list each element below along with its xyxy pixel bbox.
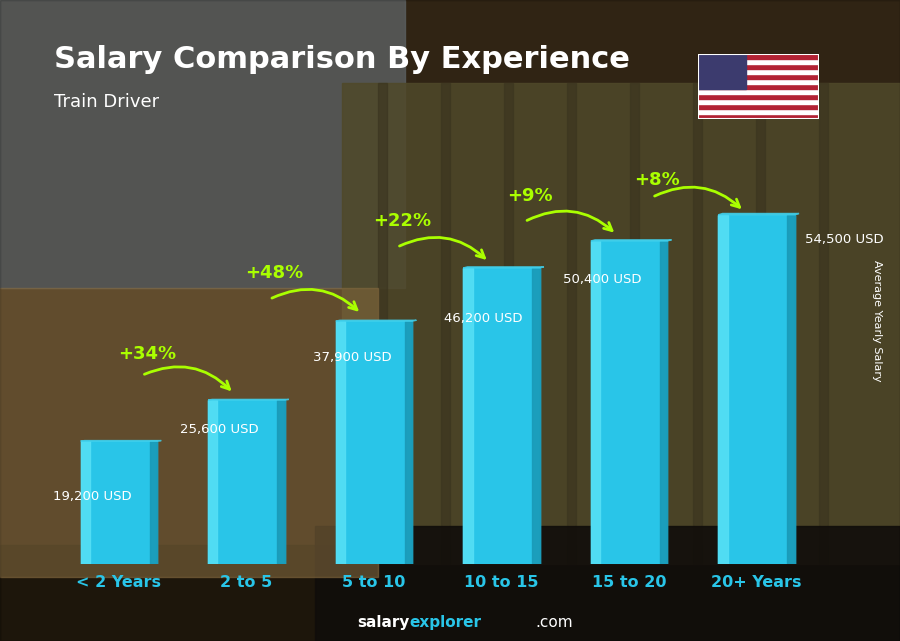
Bar: [698, 113, 819, 119]
Text: salary: salary: [357, 615, 410, 630]
Bar: [630, 83, 639, 564]
Text: +48%: +48%: [246, 263, 303, 281]
Bar: [698, 74, 819, 79]
Bar: [698, 89, 819, 94]
Bar: [698, 79, 819, 84]
Text: 19,200 USD: 19,200 USD: [52, 490, 131, 503]
Bar: [698, 64, 819, 69]
Bar: [718, 215, 795, 564]
Bar: [591, 241, 668, 564]
Bar: [0, 545, 900, 641]
Bar: [277, 400, 284, 564]
Bar: [342, 83, 900, 564]
Bar: [441, 83, 450, 564]
Text: explorer: explorer: [410, 615, 482, 630]
Text: .com: .com: [536, 615, 573, 630]
Bar: [698, 84, 819, 89]
Bar: [315, 526, 900, 641]
Text: 46,200 USD: 46,200 USD: [445, 312, 523, 325]
Bar: [208, 400, 218, 564]
Polygon shape: [464, 267, 544, 268]
Text: 25,600 USD: 25,600 USD: [180, 423, 259, 436]
Bar: [698, 99, 819, 104]
Bar: [660, 241, 668, 564]
Bar: [0, 0, 405, 288]
Text: +34%: +34%: [118, 345, 176, 363]
Bar: [336, 321, 345, 564]
Bar: [464, 268, 472, 564]
Bar: [698, 109, 819, 113]
Bar: [0, 288, 378, 577]
Bar: [378, 83, 387, 564]
Bar: [464, 268, 540, 564]
Text: Train Driver: Train Driver: [54, 93, 159, 111]
Bar: [698, 94, 819, 99]
Bar: [698, 69, 819, 74]
Bar: [718, 215, 727, 564]
Bar: [698, 54, 819, 60]
Text: Average Yearly Salary: Average Yearly Salary: [872, 260, 883, 381]
Bar: [591, 241, 600, 564]
Text: 50,400 USD: 50,400 USD: [562, 273, 642, 287]
Text: +8%: +8%: [634, 171, 680, 189]
Bar: [698, 104, 819, 109]
Polygon shape: [336, 320, 417, 321]
Bar: [81, 441, 90, 564]
Bar: [504, 83, 513, 564]
Bar: [149, 441, 158, 564]
Bar: [81, 441, 158, 564]
Bar: [336, 321, 412, 564]
FancyArrowPatch shape: [272, 289, 357, 310]
Polygon shape: [591, 240, 671, 241]
Text: +22%: +22%: [373, 212, 431, 229]
FancyArrowPatch shape: [654, 187, 740, 207]
Bar: [693, 83, 702, 564]
Text: Salary Comparison By Experience: Salary Comparison By Experience: [54, 45, 630, 74]
Text: 37,900 USD: 37,900 USD: [313, 351, 392, 364]
FancyArrowPatch shape: [144, 367, 230, 389]
Bar: [788, 215, 795, 564]
FancyArrowPatch shape: [400, 237, 484, 258]
Bar: [698, 54, 746, 89]
Polygon shape: [718, 213, 799, 215]
Bar: [567, 83, 576, 564]
Text: 54,500 USD: 54,500 USD: [806, 233, 884, 246]
Bar: [756, 83, 765, 564]
Bar: [208, 400, 284, 564]
Bar: [405, 321, 412, 564]
Bar: [532, 268, 540, 564]
FancyArrowPatch shape: [527, 211, 612, 231]
Bar: [819, 83, 828, 564]
Bar: [698, 60, 819, 64]
Text: +9%: +9%: [507, 187, 553, 204]
